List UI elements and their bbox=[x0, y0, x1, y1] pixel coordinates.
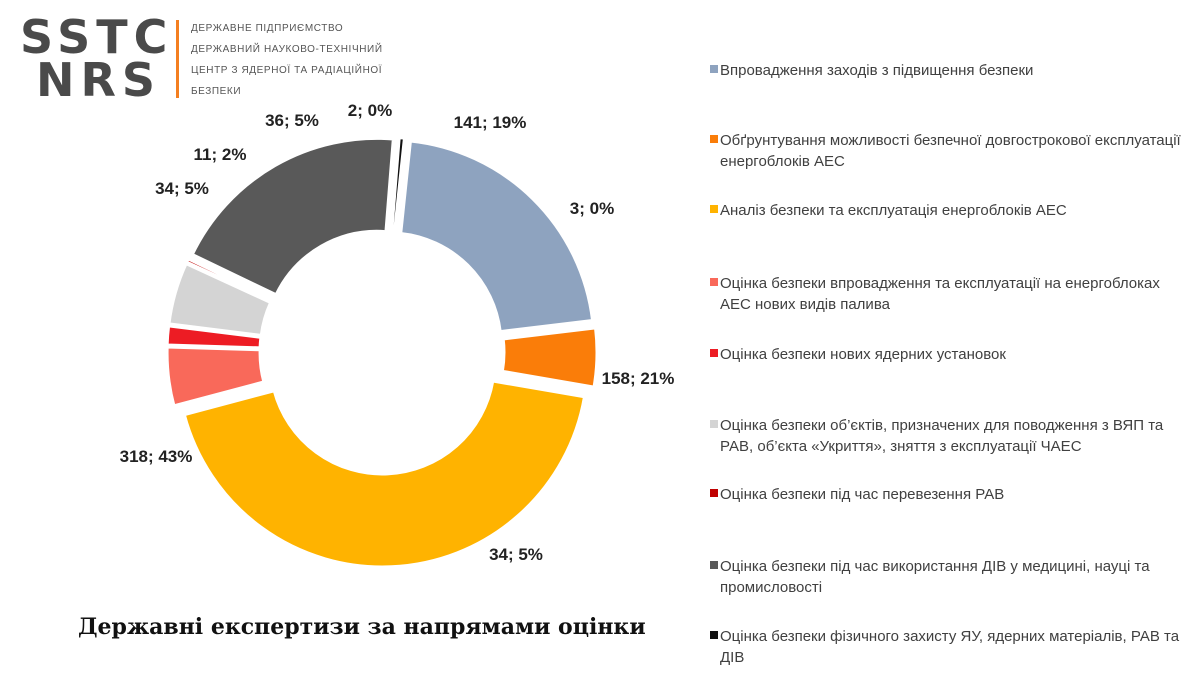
slice-data-label: 158; 21% bbox=[602, 369, 675, 388]
legend-label: Оцінка безпеки під час використання ДІВ … bbox=[720, 558, 1150, 596]
legend-label: Обґрунтування можливості безпечної довго… bbox=[720, 132, 1181, 170]
logo-tagline-line: ДЕРЖАВНЕ ПІДПРИЄМСТВО bbox=[191, 23, 344, 34]
legend-item: Аналіз безпеки та експлуатація енергобло… bbox=[710, 200, 1185, 221]
logo-tagline-line: ДЕРЖАВНИЙ НАУКОВО-ТЕХНІЧНИЙ bbox=[191, 44, 383, 55]
logo-wordmark-bottom: NRS bbox=[36, 53, 162, 107]
slice-data-label: 2; 0% bbox=[348, 101, 392, 120]
donut-slice bbox=[167, 261, 273, 338]
donut-slice bbox=[399, 139, 595, 334]
donut-slice bbox=[165, 345, 266, 408]
legend-swatch bbox=[710, 278, 718, 286]
slice-data-label: 34; 5% bbox=[155, 179, 209, 198]
legend-swatch bbox=[710, 349, 718, 357]
donut-slice bbox=[182, 379, 587, 569]
slice-data-label: 11; 2% bbox=[194, 145, 247, 164]
logo-wordmark-top: SSTC bbox=[20, 10, 174, 64]
legend-label: Оцінка безпеки під час перевезення РАВ bbox=[720, 486, 1005, 503]
legend-item: Впровадження заходів з підвищення безпек… bbox=[710, 60, 1185, 81]
sstc-nrs-logo: SSTC NRS ДЕРЖАВНЕ ПІДПРИЄМСТВО ДЕРЖАВНИЙ… bbox=[20, 14, 400, 104]
logo-tagline-line: ЦЕНТР З ЯДЕРНОЇ ТА РАДІАЦІЙНОЇ bbox=[191, 65, 383, 76]
donut-slice bbox=[390, 136, 407, 233]
legend-item: Оцінка безпеки нових ядерних установок bbox=[710, 344, 1185, 365]
donut-slice bbox=[190, 136, 395, 297]
legend-swatch bbox=[710, 631, 718, 639]
legend-swatch bbox=[710, 135, 718, 143]
legend-swatch bbox=[710, 205, 718, 213]
slice-data-label: 36; 5% bbox=[265, 111, 319, 130]
logo-divider bbox=[176, 20, 179, 98]
legend-label: Аналіз безпеки та експлуатація енергобло… bbox=[720, 202, 1067, 219]
legend-label: Оцінка безпеки нових ядерних установок bbox=[720, 346, 1006, 363]
donut-slice bbox=[500, 326, 599, 389]
chart-legend: Впровадження заходів з підвищення безпек… bbox=[710, 0, 1190, 680]
legend-item: Оцінка безпеки під час використання ДІВ … bbox=[710, 556, 1185, 598]
donut-slice bbox=[184, 256, 275, 303]
legend-item: Оцінка безпеки фізичного захисту ЯУ, яде… bbox=[710, 626, 1185, 668]
legend-label: Оцінка безпеки фізичного захисту ЯУ, яде… bbox=[720, 628, 1180, 666]
chart-title: Державні експертизи за напрямами оцінки bbox=[78, 614, 646, 640]
legend-swatch bbox=[710, 561, 718, 569]
logo-tagline: ДЕРЖАВНЕ ПІДПРИЄМСТВО ДЕРЖАВНИЙ НАУКОВО-… bbox=[191, 18, 383, 102]
legend-label: Оцінка безпеки впровадження та експлуата… bbox=[720, 275, 1160, 313]
legend-swatch bbox=[710, 420, 718, 428]
donut-slice bbox=[165, 324, 263, 350]
legend-swatch bbox=[710, 65, 718, 73]
legend-item: Оцінка безпеки об’єктів, призначених для… bbox=[710, 415, 1185, 457]
slice-data-label: 3; 0% bbox=[570, 199, 614, 218]
legend-item: Оцінка безпеки впровадження та експлуата… bbox=[710, 273, 1185, 315]
legend-swatch bbox=[710, 489, 718, 497]
logo-tagline-line: БЕЗПЕКИ bbox=[191, 86, 242, 97]
slice-data-label: 34; 5% bbox=[489, 545, 543, 564]
legend-label: Оцінка безпеки об’єктів, призначених для… bbox=[720, 417, 1164, 455]
legend-label: Впровадження заходів з підвищення безпек… bbox=[720, 62, 1034, 79]
slice-data-label: 141; 19% bbox=[454, 113, 527, 132]
legend-item: Оцінка безпеки під час перевезення РАВ bbox=[710, 484, 1185, 505]
legend-item: Обґрунтування можливості безпечної довго… bbox=[710, 130, 1185, 172]
slice-data-label: 318; 43% bbox=[120, 447, 193, 466]
